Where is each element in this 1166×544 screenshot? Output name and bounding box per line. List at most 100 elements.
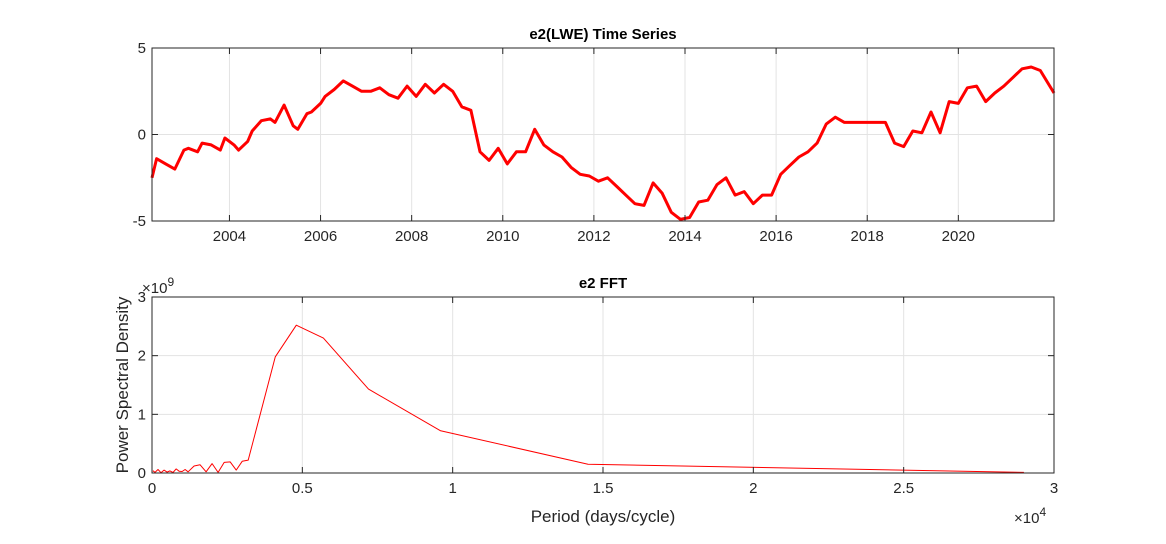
- time-series-data-point: [580, 174, 581, 175]
- time-series-data-point: [220, 150, 221, 151]
- time-series-data-point: [807, 151, 808, 152]
- time-series-data-point: [479, 151, 480, 152]
- time-series-data-point: [238, 150, 239, 151]
- time-series-data-point: [744, 191, 745, 192]
- time-series-data-point: [343, 80, 344, 81]
- time-series-data-point: [489, 160, 490, 161]
- fft-x-exponent-label: ×104: [1014, 505, 1046, 527]
- fft-y-tick-label: 0: [138, 465, 146, 482]
- time-series-data-point: [1003, 86, 1004, 87]
- time-series-data-point: [434, 92, 435, 93]
- time-series-data-point: [894, 143, 895, 144]
- fft-data-point: [212, 463, 213, 464]
- time-series-data-point: [844, 122, 845, 123]
- time-series-data-point: [835, 117, 836, 118]
- fft-data-point: [169, 470, 170, 471]
- time-series-data-point: [1040, 70, 1041, 71]
- fft-data-point: [275, 356, 276, 357]
- time-series-data-point: [780, 174, 781, 175]
- time-series-data-point: [452, 91, 453, 92]
- time-series-x-tick-label: 2020: [942, 228, 975, 245]
- time-series-data-point: [871, 122, 872, 123]
- fft-x-tick-label: 0: [148, 480, 156, 497]
- fft-title: e2 FFT: [579, 275, 627, 292]
- time-series-x-tick-label: 2004: [213, 228, 246, 245]
- time-series-data-point: [543, 144, 544, 145]
- time-series-data-point: [634, 203, 635, 204]
- time-series-data-point: [689, 217, 690, 218]
- fft-data-point: [179, 471, 180, 472]
- time-series-x-tick-label: 2014: [668, 228, 701, 245]
- time-series-data-point: [789, 165, 790, 166]
- time-series-data-point: [798, 156, 799, 157]
- fft-x-tick-label: 3: [1050, 480, 1058, 497]
- time-series-data-point: [921, 132, 922, 133]
- time-series-data-point: [397, 98, 398, 99]
- time-series-data-point: [903, 146, 904, 147]
- time-series-data-point: [912, 130, 913, 131]
- time-series-data-point: [552, 151, 553, 152]
- time-series-data-point: [598, 181, 599, 182]
- time-series-data-point: [293, 125, 294, 126]
- time-series-data-point: [174, 169, 175, 170]
- time-series-data-point: [858, 122, 859, 123]
- time-series-data-point: [534, 129, 535, 130]
- time-series-data-point: [252, 130, 253, 131]
- time-series-data-point: [425, 84, 426, 85]
- fft-data-point: [248, 460, 249, 461]
- time-series-y-tick-label: 0: [138, 127, 146, 144]
- time-series-data-point: [247, 141, 248, 142]
- time-series-data-point: [994, 92, 995, 93]
- time-series-data-point: [949, 101, 950, 102]
- time-series-data-point: [261, 120, 262, 121]
- time-series-data-point: [643, 205, 644, 206]
- time-series-data-point: [183, 150, 184, 151]
- time-series-data-point: [443, 84, 444, 85]
- fft-y-tick-label: 2: [138, 348, 146, 365]
- time-series-data-point: [370, 91, 371, 92]
- time-series-data-point: [930, 111, 931, 112]
- time-series-data-point: [561, 156, 562, 157]
- time-series-data-point: [771, 195, 772, 196]
- fft-y-axis-label: Power Spectral Density: [113, 296, 132, 473]
- time-series-data-point: [976, 86, 977, 87]
- time-series-data-point: [662, 193, 663, 194]
- time-series-data-point: [461, 106, 462, 107]
- fft-x-tick-label: 1: [448, 480, 456, 497]
- time-series-title: e2(LWE) Time Series: [529, 26, 676, 43]
- time-series-data-point: [698, 201, 699, 202]
- fft-data-point: [182, 471, 183, 472]
- fft-data-point: [200, 464, 201, 465]
- fft-y-exponent-label: ×109: [142, 275, 174, 297]
- fft-x-tick-label: 1.5: [593, 480, 614, 497]
- time-series-data-point: [735, 195, 736, 196]
- time-series-data-point: [297, 129, 298, 130]
- fft-data-point: [176, 468, 177, 469]
- time-series-data-line: [150, 65, 1056, 221]
- time-series-data-point: [753, 203, 754, 204]
- time-series-data-point: [967, 87, 968, 88]
- time-series-axes: 2004 2006 2008 2010 2012 2014 2016 2018 2020 -5 0 5…: [133, 26, 1056, 245]
- time-series-data-point: [379, 87, 380, 88]
- fft-data-point: [323, 338, 324, 339]
- time-series-data-point: [352, 86, 353, 87]
- time-series-data-point: [320, 103, 321, 104]
- fft-data-point: [440, 430, 441, 431]
- time-series-data-point: [607, 177, 608, 178]
- time-series-data-point: [616, 186, 617, 187]
- fft-data-point: [242, 461, 243, 462]
- time-series-data-point: [498, 148, 499, 149]
- time-series-y-tick-label: -5: [133, 213, 146, 230]
- fft-data-point: [185, 469, 186, 470]
- time-series-data-point: [1031, 66, 1032, 67]
- time-series-data-point: [211, 144, 212, 145]
- time-series-data-point: [826, 124, 827, 125]
- time-series-data-point: [707, 200, 708, 201]
- time-series-data-point: [885, 122, 886, 123]
- time-series-x-tick-label: 2008: [395, 228, 428, 245]
- time-series-data-point: [525, 151, 526, 152]
- time-series-x-tick-label: 2018: [851, 228, 884, 245]
- y-exponent-power: 9: [167, 275, 174, 289]
- time-series-data-point: [270, 118, 271, 119]
- time-series-data-point: [165, 163, 166, 164]
